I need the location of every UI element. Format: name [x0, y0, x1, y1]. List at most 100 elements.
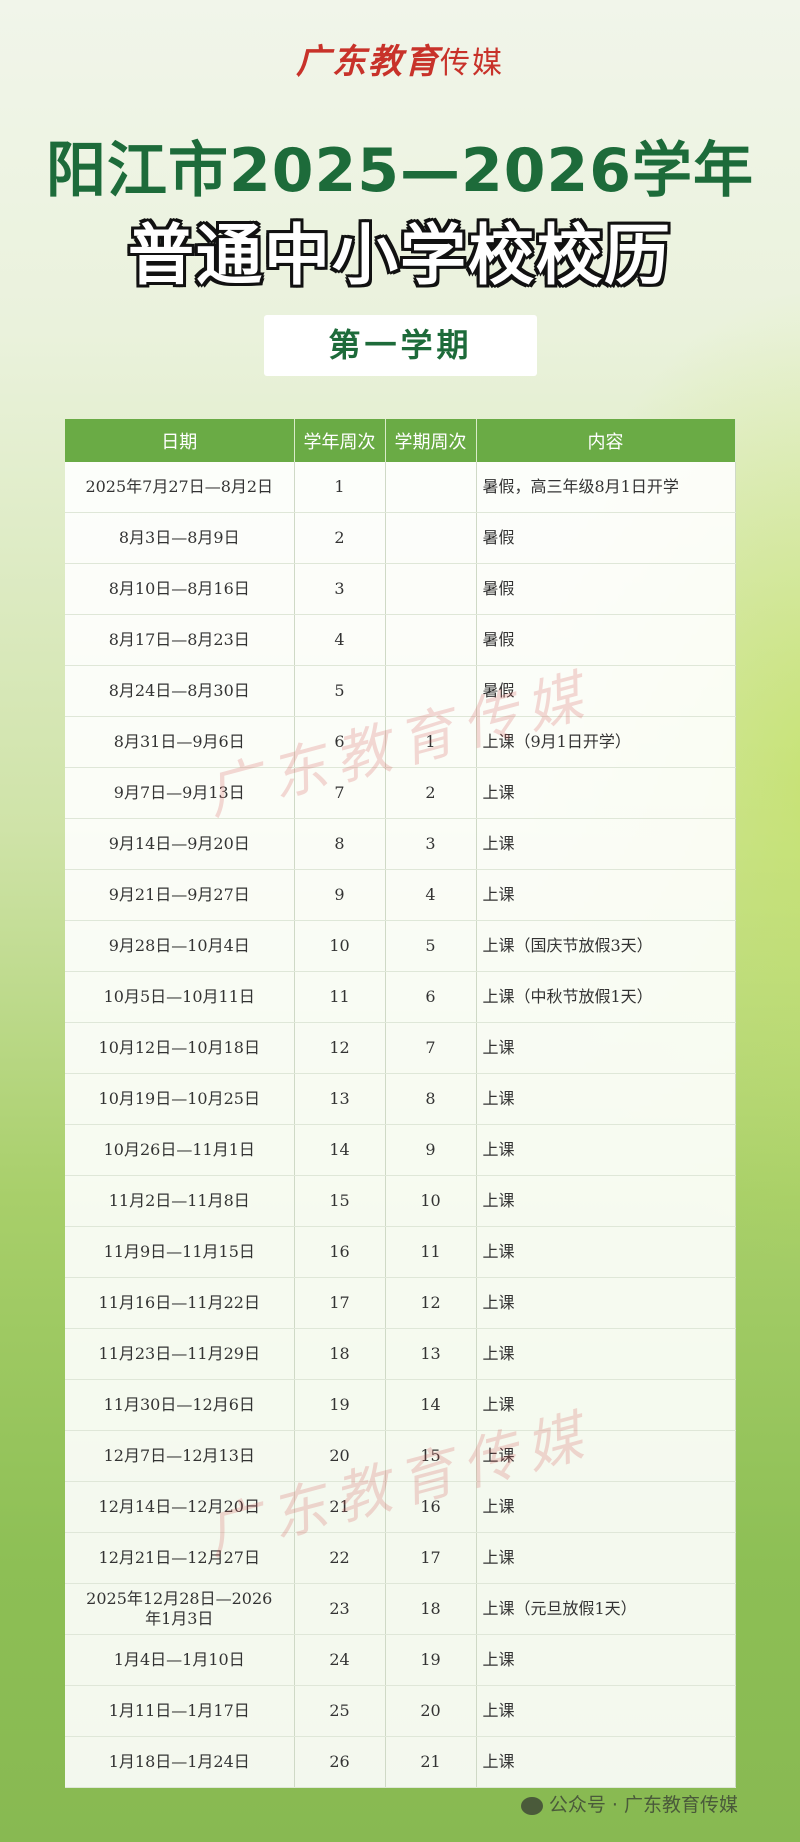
cell-year-week: 11 [294, 971, 386, 1023]
cell-content: 上课 [476, 1736, 736, 1788]
cell-year-week: 9 [294, 869, 386, 921]
cell-year-week: 3 [294, 563, 386, 615]
cell-date: 12月21日—12月27日 [65, 1532, 295, 1584]
cell-date: 11月9日—11月15日 [65, 1226, 295, 1278]
cell-term-week: 20 [385, 1685, 477, 1737]
column-header-term-week: 学期周次 [385, 419, 477, 462]
cell-term-week: 19 [385, 1634, 477, 1686]
cell-year-week: 17 [294, 1277, 386, 1329]
cell-term-week: 21 [385, 1736, 477, 1788]
cell-date: 10月12日—10月18日 [65, 1022, 295, 1074]
school-calendar-table: 日期 学年周次 学期周次 内容 2025年7月27日—8月2日 1 暑假，高三年级8月1日… [65, 419, 736, 1788]
cell-content: 上课 [476, 1226, 736, 1278]
cell-term-week: 6 [385, 971, 477, 1023]
cell-year-week: 6 [294, 716, 386, 768]
cell-year-week: 14 [294, 1124, 386, 1176]
cell-date: 12月7日—12月13日 [65, 1430, 295, 1482]
cell-year-week: 7 [294, 767, 386, 819]
cell-content: 上课 [476, 1277, 736, 1329]
column-header-date: 日期 [65, 419, 295, 462]
table-row: 10月12日—10月18日 12 7 上课 [65, 1022, 736, 1074]
cell-term-week: 11 [385, 1226, 477, 1278]
cell-content: 暑假 [476, 512, 736, 564]
table-row: 11月23日—11月29日 18 13 上课 [65, 1328, 736, 1380]
cell-date: 9月7日—9月13日 [65, 767, 295, 819]
cell-year-week: 25 [294, 1685, 386, 1737]
cell-date: 10月26日—11月1日 [65, 1124, 295, 1176]
cell-date: 11月2日—11月8日 [65, 1175, 295, 1227]
table-row: 8月24日—8月30日 5 暑假 [65, 665, 736, 717]
table-row: 9月21日—9月27日 9 4 上课 [65, 869, 736, 921]
cell-date: 1月4日—1月10日 [65, 1634, 295, 1686]
cell-year-week: 26 [294, 1736, 386, 1788]
cell-content: 上课 [476, 767, 736, 819]
cell-year-week: 2 [294, 512, 386, 564]
cell-content: 上课 [476, 1124, 736, 1176]
cell-term-week: 10 [385, 1175, 477, 1227]
table-row: 1月4日—1月10日 24 19 上课 [65, 1634, 736, 1686]
cell-content: 暑假 [476, 614, 736, 666]
cell-date: 1月11日—1月17日 [65, 1685, 295, 1737]
cell-term-week: 13 [385, 1328, 477, 1380]
cell-year-week: 20 [294, 1430, 386, 1482]
cell-date: 10月5日—10月11日 [65, 971, 295, 1023]
cell-content: 上课 [476, 1481, 736, 1533]
cell-date: 2025年12月28日—2026年1月3日 [65, 1583, 295, 1635]
page-subtitle: 普通中小学校校历 [128, 217, 672, 294]
cell-year-week: 4 [294, 614, 386, 666]
cell-year-week: 10 [294, 920, 386, 972]
cell-term-week: 1 [385, 716, 477, 768]
cell-date: 9月14日—9月20日 [65, 818, 295, 870]
table-row: 9月7日—9月13日 7 2 上课 [65, 767, 736, 819]
cell-content: 上课 [476, 1634, 736, 1686]
cell-term-week: 14 [385, 1379, 477, 1431]
cell-content: 上课 [476, 1175, 736, 1227]
cell-date: 8月24日—8月30日 [65, 665, 295, 717]
table-row: 2025年7月27日—8月2日 1 暑假，高三年级8月1日开学 [65, 462, 736, 513]
logo-sub: 传媒 [440, 46, 504, 81]
cell-year-week: 8 [294, 818, 386, 870]
cell-content: 上课 [476, 1073, 736, 1125]
cell-date: 10月19日—10月25日 [65, 1073, 295, 1125]
cell-year-week: 24 [294, 1634, 386, 1686]
logo-main: 广东教育 [296, 42, 440, 82]
cell-year-week: 15 [294, 1175, 386, 1227]
brand-logo: 广东教育传媒 [0, 34, 800, 83]
cell-content: 上课 [476, 1022, 736, 1074]
cell-date: 9月28日—10月4日 [65, 920, 295, 972]
cell-content: 暑假，高三年级8月1日开学 [476, 462, 736, 513]
cell-term-week: 16 [385, 1481, 477, 1533]
cell-date: 9月21日—9月27日 [65, 869, 295, 921]
table-row: 2025年12月28日—2026年1月3日 23 18 上课（元旦放假1天） [65, 1583, 736, 1635]
cell-date: 11月23日—11月29日 [65, 1328, 295, 1380]
cell-term-week: 9 [385, 1124, 477, 1176]
cell-content: 上课 [476, 1328, 736, 1380]
cell-term-week [385, 665, 477, 717]
cell-term-week: 8 [385, 1073, 477, 1125]
cell-year-week: 1 [294, 462, 386, 513]
cell-term-week [385, 512, 477, 564]
cell-year-week: 18 [294, 1328, 386, 1380]
table-row: 1月18日—1月24日 26 21 上课 [65, 1736, 736, 1788]
cell-date: 8月3日—8月9日 [65, 512, 295, 564]
table-row: 11月2日—11月8日 15 10 上课 [65, 1175, 736, 1227]
cell-term-week: 17 [385, 1532, 477, 1584]
table-row: 8月31日—9月6日 6 1 上课（9月1日开学） [65, 716, 736, 768]
table-row: 10月26日—11月1日 14 9 上课 [65, 1124, 736, 1176]
footer: 公众号 · 广东教育传媒 [520, 1790, 738, 1817]
cell-term-week: 15 [385, 1430, 477, 1482]
cell-date: 8月17日—8月23日 [65, 614, 295, 666]
cell-date: 8月10日—8月16日 [65, 563, 295, 615]
semester-badge: 第一学期 [264, 315, 537, 376]
column-header-content: 内容 [476, 419, 736, 462]
cell-year-week: 21 [294, 1481, 386, 1533]
cell-content: 上课 [476, 818, 736, 870]
cell-term-week: 5 [385, 920, 477, 972]
cell-date: 11月30日—12月6日 [65, 1379, 295, 1431]
cell-content: 上课 [476, 1430, 736, 1482]
cell-term-week: 18 [385, 1583, 477, 1635]
footer-text: 公众号 · 广东教育传媒 [548, 1794, 738, 1816]
wechat-icon [520, 1796, 543, 1815]
cell-term-week [385, 614, 477, 666]
table-row: 9月14日—9月20日 8 3 上课 [65, 818, 736, 870]
